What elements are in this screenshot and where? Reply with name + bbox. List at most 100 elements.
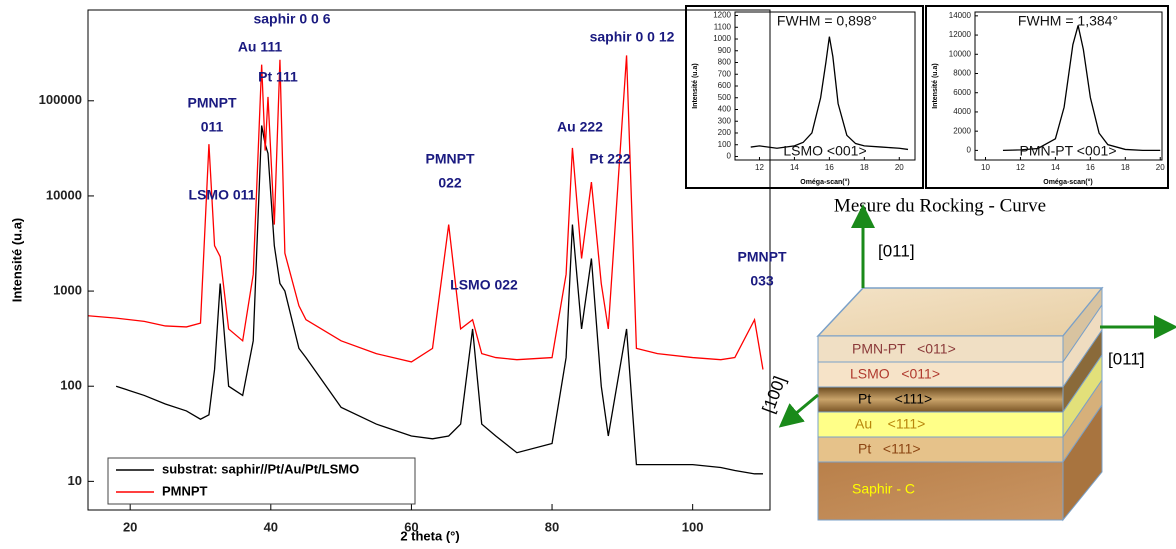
x-tick-label: 18 (1121, 163, 1130, 172)
annotation: LSMO 022 (450, 277, 518, 293)
y-tick-label: 1000 (53, 283, 82, 298)
y-tick-label: 0 (727, 152, 732, 161)
y-tick-label: 4000 (953, 107, 971, 116)
x-tick-label: 12 (1016, 163, 1025, 172)
y-tick-label: 100000 (39, 92, 82, 107)
x-tick-label: 80 (545, 519, 559, 534)
layer-stack: PMN-PT <011> LSMO <011> Pt <111> Au <111… (816, 286, 1104, 522)
direction-label: [100] (759, 374, 790, 416)
annotation: 022 (438, 175, 462, 191)
y-tick-label: 900 (718, 46, 732, 55)
top-face (816, 287, 1104, 337)
y-tick-label: 300 (718, 116, 732, 125)
y-axis-label: Intensité (u.a) (692, 63, 699, 109)
y-tick-label: 12000 (949, 30, 972, 39)
plot: 10 12 14 16 18 20 0 2000 4000 6000 8000 10000 12000 1… (932, 11, 1165, 186)
y-axis-label: Intensité (u.a) (932, 63, 939, 109)
figure-caption: Mesure du Rocking - Curve (834, 195, 1046, 216)
direction-label: [011̄] (1108, 349, 1145, 368)
legend-box (107, 457, 416, 505)
layer-label: Pt <111> (858, 441, 921, 457)
direction-label: [011] (878, 241, 915, 260)
plot-frame (87, 9, 771, 511)
annotation: FWHM = 0,898° (777, 13, 877, 29)
y-tick-label: 8000 (953, 69, 971, 78)
series-line (1002, 25, 1161, 152)
y-tick-label: 6000 (953, 88, 971, 97)
y-tick-label: 200 (718, 128, 732, 137)
x-tick-label: 16 (825, 163, 834, 172)
annotation: saphir 0 0 6 (253, 11, 330, 27)
x-tick-label: 40 (264, 519, 278, 534)
x-tick-label: 18 (860, 163, 869, 172)
x-tick-label: 20 (123, 519, 137, 534)
y-tick-label: 1000 (713, 34, 731, 43)
layer (817, 411, 1064, 438)
x-axis-label: Oméga-scan(°) (1043, 178, 1092, 186)
layer (817, 335, 1064, 363)
y-tick-label: 10 (68, 473, 82, 488)
plot-frame (974, 11, 1163, 161)
y-axis-label: Intensité (u.a) (9, 218, 24, 303)
x-tick-label: 20 (1156, 163, 1165, 172)
y-tick-label: 2000 (953, 126, 971, 135)
x-axis-label: Oméga-scan(°) (800, 178, 849, 186)
annotation: Pt 111 (258, 69, 298, 85)
x-tick-label: 20 (895, 163, 904, 172)
x-tick-label: 16 (1086, 163, 1095, 172)
annotation: LSMO <001> (783, 143, 866, 159)
series-line (750, 36, 909, 151)
layer-label: PMN-PT <011> (852, 341, 956, 357)
plot: 20 40 60 80 100 10 100 1000 1000 0 100000 2 theta (… (9, 9, 787, 543)
y-tick-label: 14000 (949, 11, 972, 20)
y-tick-label: 10000 (949, 49, 972, 58)
inset-frame (925, 5, 1169, 189)
annotation: 033 (750, 273, 774, 289)
direction-arrow (778, 393, 819, 428)
layer-label: LSMO <011> (850, 366, 940, 382)
y-tick-label: 800 (718, 58, 732, 67)
y-tick-label: 700 (718, 69, 732, 78)
legend-label: PMNPT (162, 483, 208, 498)
layer (817, 436, 1064, 463)
x-tick-label: 100 (682, 519, 704, 534)
x-tick-label: 14 (790, 163, 799, 172)
x-tick-label: 12 (755, 163, 764, 172)
annotation: Pt 222 (589, 151, 630, 167)
inset-frame (685, 5, 924, 189)
y-tick-label: 100 (718, 140, 732, 149)
y-tick-label: 100 (60, 378, 82, 393)
legend-label: substrat: saphir//Pt/Au/Pt/LSMO (162, 461, 359, 476)
annotation: Au 222 (557, 119, 603, 135)
x-tick-label: 60 (404, 519, 418, 534)
x-tick-label: 14 (1051, 163, 1060, 172)
layer-label: Au <111> (855, 416, 925, 432)
layer-label: Saphir - C (852, 481, 915, 497)
x-axis-label: 2 theta (°) (400, 528, 459, 543)
annotation: PMNPT (426, 151, 475, 167)
annotation: saphir 0 0 12 (590, 29, 675, 45)
series-line (88, 55, 764, 370)
y-tick-label: 1100 (714, 22, 732, 31)
layer (817, 361, 1064, 388)
layer (817, 461, 1064, 521)
x-tick-label: 10 (981, 163, 990, 172)
layer (817, 386, 1064, 413)
annotation: PMNPT (188, 95, 237, 111)
annotation: PMNPT (738, 249, 787, 265)
y-tick-label: 600 (718, 81, 732, 90)
annotation: Au 111 (238, 39, 283, 55)
annotation: LSMO 011 (189, 187, 256, 203)
series-line (115, 125, 763, 475)
y-tick-label: 1200 (713, 11, 731, 20)
layer-label: Pt <111> (858, 391, 932, 407)
annotation: 011 (201, 119, 224, 135)
annotation: FWHM = 1,384° (1018, 13, 1118, 29)
annotation: PMN-PT <001> (1019, 143, 1116, 159)
y-tick-label: 400 (718, 105, 732, 114)
y-tick-label: 500 (718, 93, 732, 102)
plot: 12 14 16 18 20010020030040050060070080090010… (692, 11, 916, 186)
plot-frame (734, 11, 916, 161)
y-tick-label: 0 (967, 145, 972, 154)
